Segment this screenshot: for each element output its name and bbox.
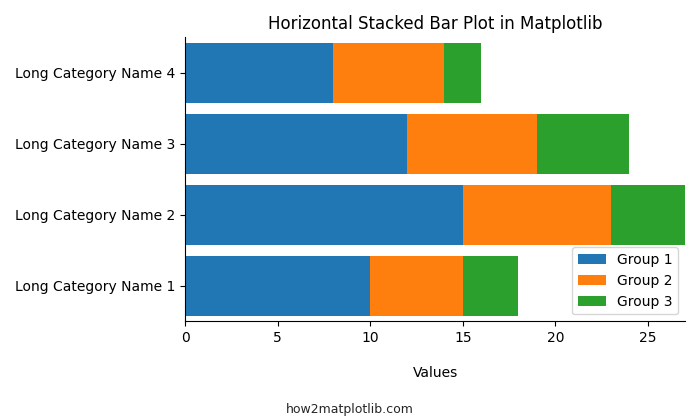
Bar [185, 114, 407, 174]
Bar [333, 43, 444, 103]
Bar [185, 185, 463, 245]
Bar [463, 256, 519, 316]
Bar [407, 114, 537, 174]
Bar [537, 114, 629, 174]
Bar [611, 185, 685, 245]
Title: Horizontal Stacked Bar Plot in Matplotlib: Horizontal Stacked Bar Plot in Matplotli… [268, 15, 602, 33]
Bar [185, 43, 333, 103]
Bar [444, 43, 482, 103]
Bar [370, 256, 463, 316]
Text: how2matplotlib.com: how2matplotlib.com [286, 403, 414, 416]
Bar [185, 256, 370, 316]
Legend: Group 1, Group 2, Group 3: Group 1, Group 2, Group 3 [573, 247, 678, 314]
Bar [463, 185, 611, 245]
X-axis label: Values: Values [412, 366, 458, 380]
